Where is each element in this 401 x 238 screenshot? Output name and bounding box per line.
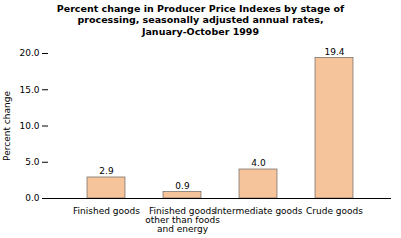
svg-text:10.0: 10.0: [19, 121, 39, 131]
svg-text:Crude goods: Crude goods: [306, 206, 363, 216]
svg-text:20.0: 20.0: [19, 49, 39, 59]
svg-text:Intermediate goods: Intermediate goods: [214, 206, 302, 216]
svg-text:0.9: 0.9: [175, 181, 190, 191]
svg-text:2.9: 2.9: [99, 167, 114, 177]
svg-text:Finished goods: Finished goods: [73, 206, 140, 216]
svg-text:19.4: 19.4: [324, 47, 344, 57]
svg-text:5.0: 5.0: [25, 157, 40, 167]
svg-text:4.0: 4.0: [251, 159, 266, 169]
svg-text:Percent change: Percent change: [2, 91, 12, 161]
svg-text:0.0: 0.0: [25, 194, 40, 204]
svg-text:Finished goodsother than foods: Finished goodsother than foodsand energy: [145, 206, 220, 234]
html-text:Percent change in Producer Pri: Percent change in Producer Price Indexes…: [56, 3, 345, 37]
svg-text:15.0: 15.0: [19, 85, 39, 95]
